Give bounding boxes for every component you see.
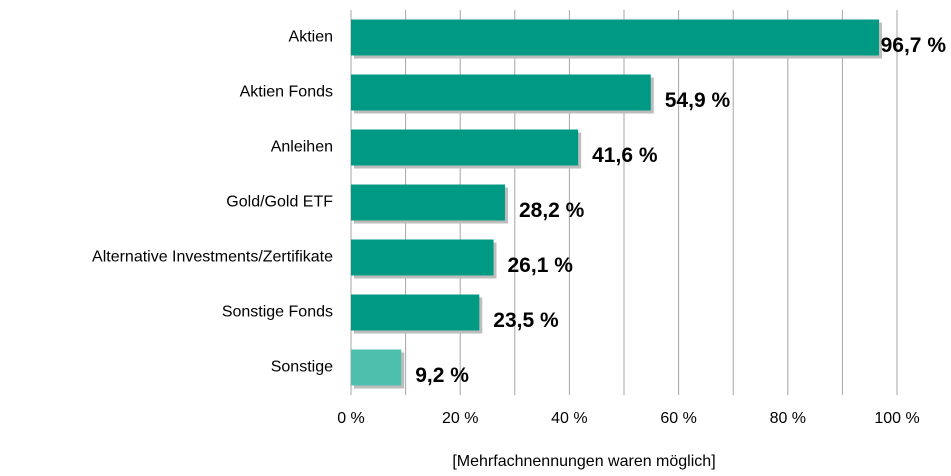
- value-label: 23,5 %: [493, 309, 559, 332]
- value-label: 9,2 %: [415, 364, 469, 387]
- bar: [351, 19, 879, 56]
- bar: [351, 349, 402, 386]
- category-label: Gold/Gold ETF: [226, 194, 333, 211]
- bar: [351, 74, 651, 111]
- category-label: Aktien: [289, 29, 333, 46]
- category-label: Sonstige: [271, 359, 333, 376]
- value-label: 28,2 %: [519, 199, 585, 222]
- category-label: Aktien Fonds: [240, 84, 333, 101]
- bar: [351, 239, 494, 276]
- x-tick-label: 80 %: [770, 410, 806, 427]
- bar: [351, 294, 480, 331]
- x-tick-label: 100 %: [874, 410, 919, 427]
- x-tick-label: 0 %: [337, 410, 365, 427]
- category-label: Sonstige Fonds: [222, 304, 333, 321]
- x-tick-label: 20 %: [442, 410, 478, 427]
- category-label: Anleihen: [271, 139, 333, 156]
- x-tick-label: 60 %: [660, 410, 696, 427]
- bar: [351, 129, 579, 166]
- category-label: Alternative Investments/Zertifikate: [92, 249, 333, 266]
- value-label: 26,1 %: [508, 254, 574, 277]
- value-label: 96,7 %: [881, 34, 947, 57]
- x-axis-title: [Mehrfachnennungen waren möglich]: [452, 453, 715, 470]
- x-tick-label: 40 %: [551, 410, 587, 427]
- value-label: 54,9 %: [665, 89, 731, 112]
- value-label: 41,6 %: [592, 144, 658, 167]
- bar: [351, 184, 505, 221]
